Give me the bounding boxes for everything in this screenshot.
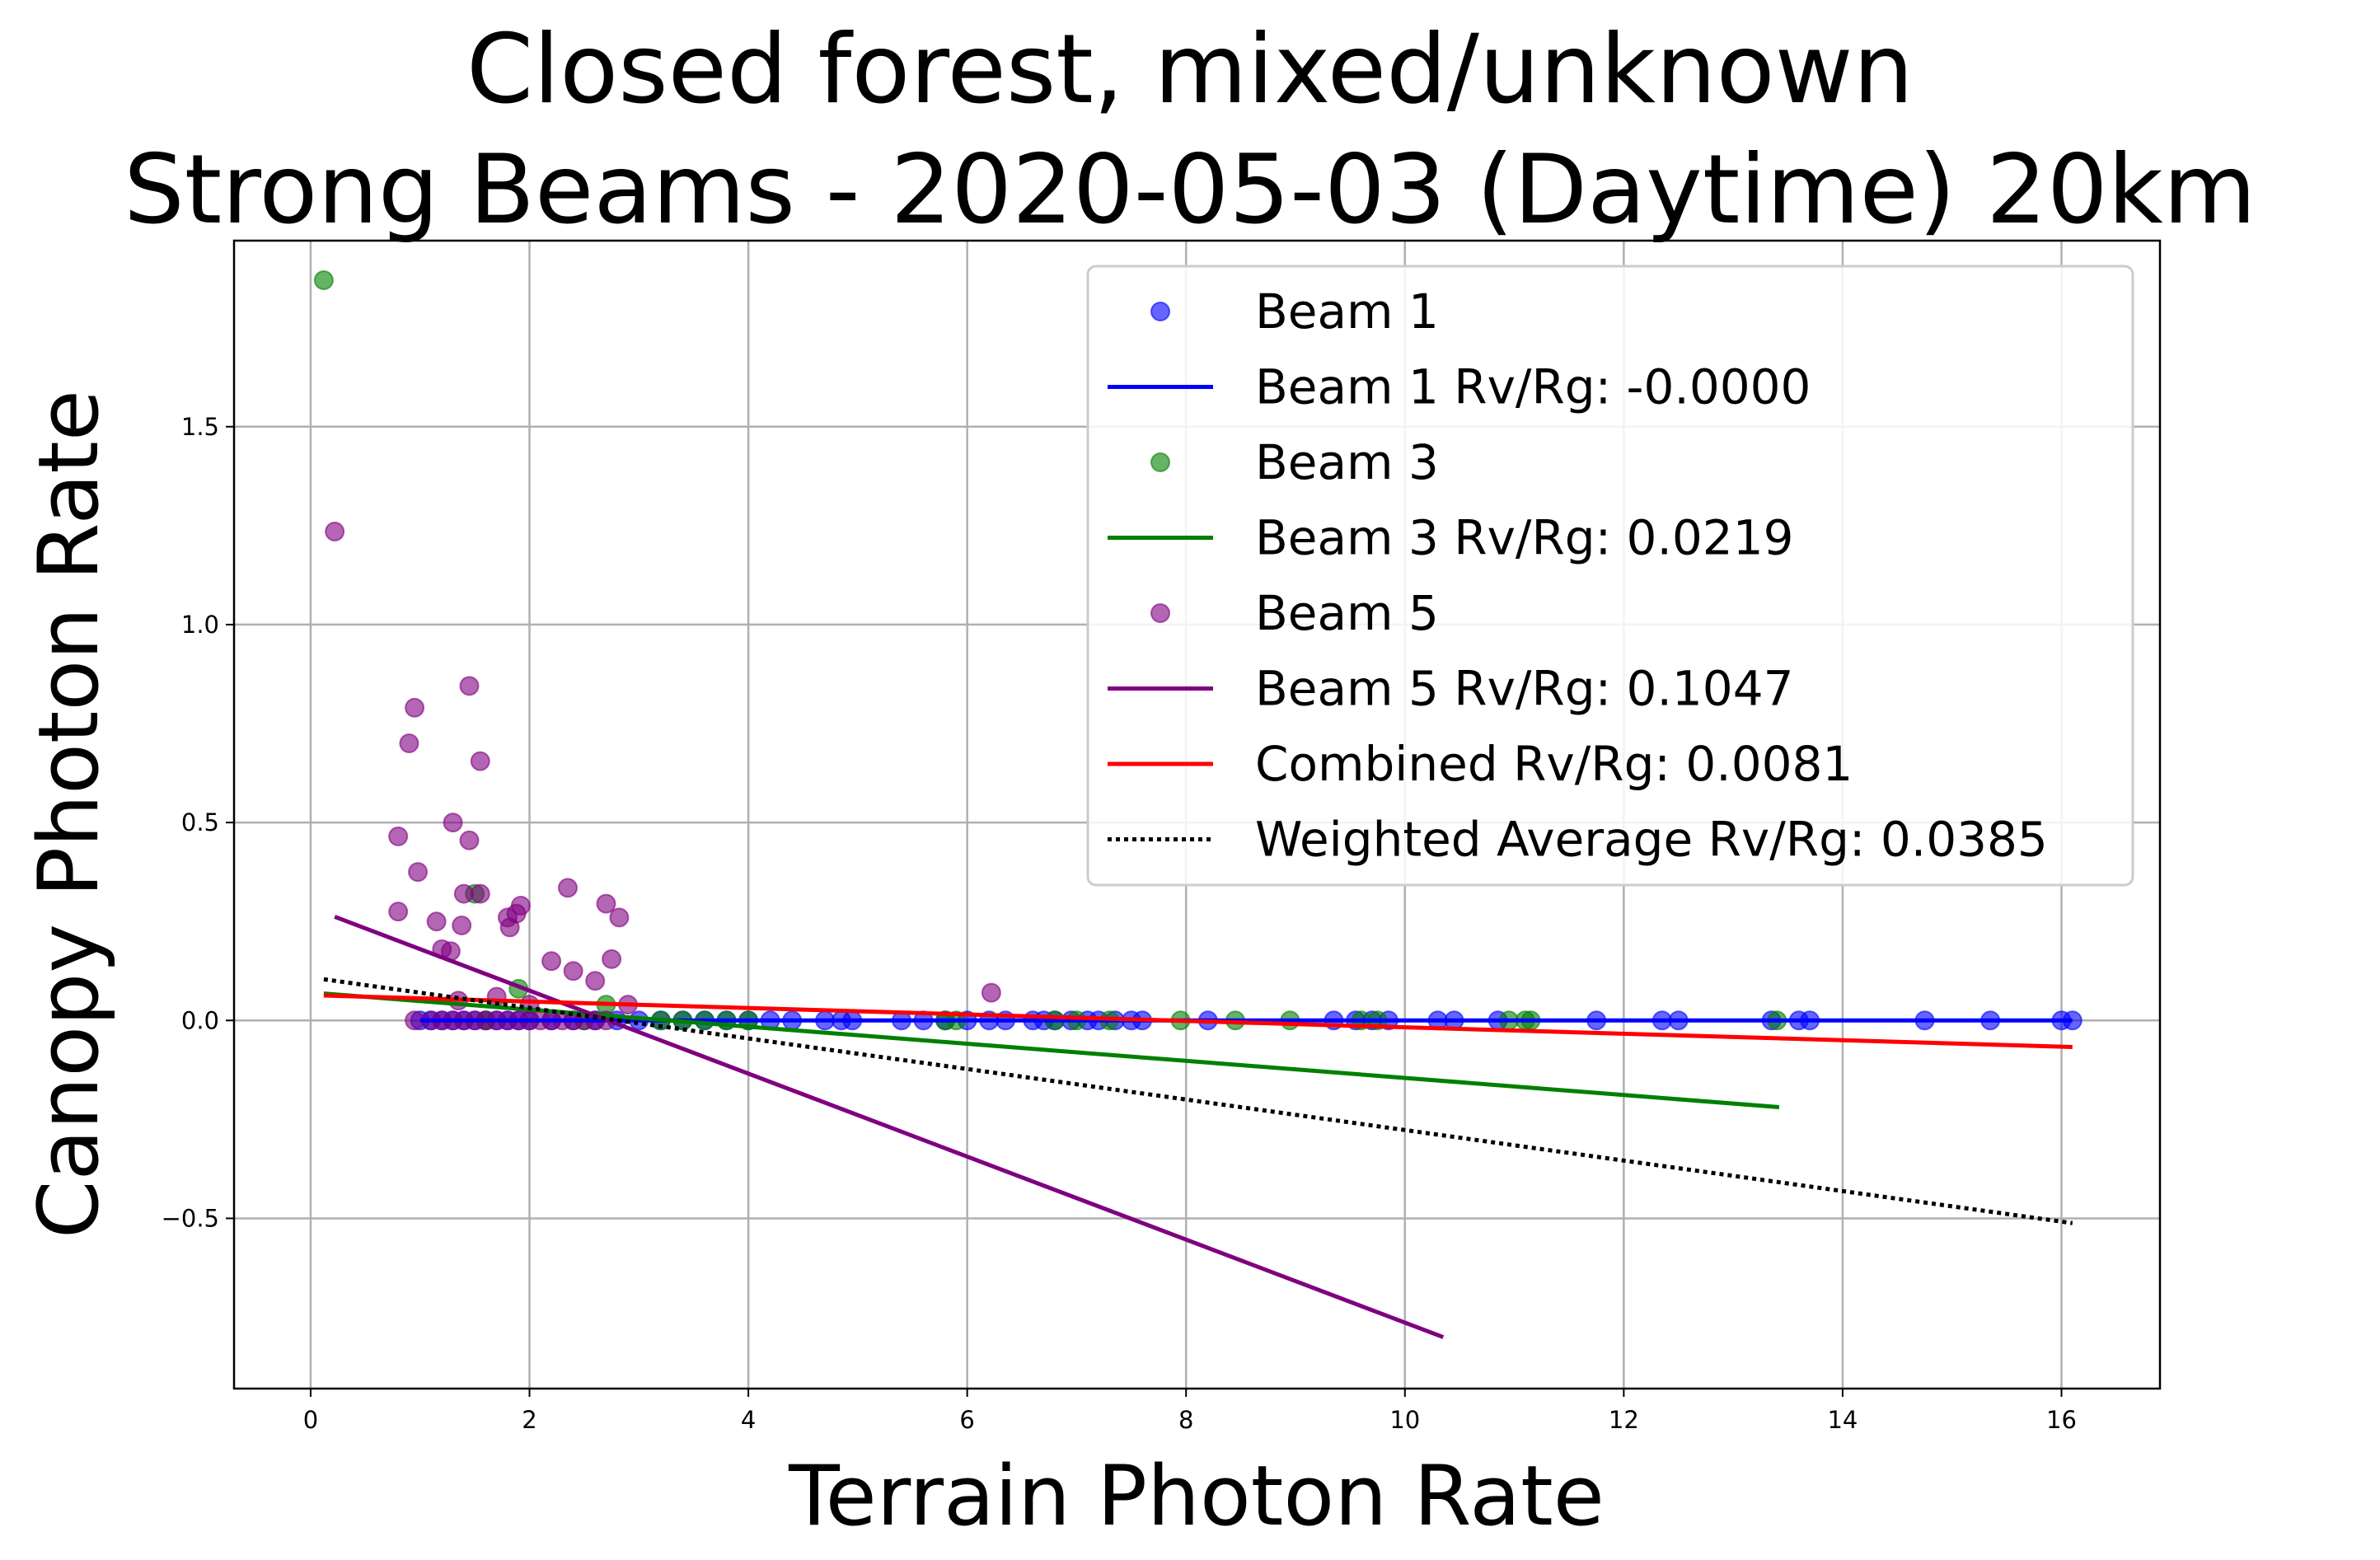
y-tick-label: 0.0 <box>181 1006 219 1034</box>
scatter-point <box>541 951 562 972</box>
scatter-point <box>405 697 425 718</box>
x-tick-label: 4 <box>741 1406 756 1434</box>
x-tick-label: 2 <box>522 1406 536 1434</box>
x-tick-label: 10 <box>1389 1406 1420 1434</box>
scatter-point <box>313 270 334 291</box>
legend-label: Beam 1 Rv/Rg: -0.0000 <box>1255 359 1811 415</box>
beam-5-rv-rg-0-1047-line <box>334 915 1445 1339</box>
scatter-point <box>452 915 472 935</box>
y-tick-label: 0.5 <box>181 808 219 836</box>
y-tick-label: −0.5 <box>162 1204 219 1232</box>
legend-label: Beam 1 <box>1255 283 1439 340</box>
scatter-point <box>388 826 409 846</box>
legend-label: Beam 5 Rv/Rg: 0.1047 <box>1255 661 1794 717</box>
scatter-point <box>426 911 447 932</box>
plot-frame <box>232 239 2162 1390</box>
chart-subtitle: Strong Beams - 2020-05-03 (Daytime) 20km <box>124 134 2256 246</box>
x-axis-label: Terrain Photon Rate <box>788 1447 1605 1544</box>
beam-5-points <box>325 522 1001 1031</box>
scatter-point <box>470 751 490 771</box>
x-tick-label: 8 <box>1178 1406 1193 1434</box>
x-tick-label: 0 <box>303 1406 318 1434</box>
scatter-point <box>510 895 531 916</box>
legend-label: Beam 3 Rv/Rg: 0.0219 <box>1255 510 1794 566</box>
x-tick-label: 12 <box>1609 1406 1639 1434</box>
legend-label: Weighted Average Rv/Rg: 0.0385 <box>1255 812 2048 868</box>
legend-label: Beam 3 <box>1255 434 1439 490</box>
scatter-point <box>459 830 480 850</box>
scatter-point <box>453 883 474 904</box>
chart-title: Closed forest, mixed/unknown <box>466 14 1914 125</box>
beam-3-rv-rg-0-0219-line <box>323 991 1780 1109</box>
legend: Beam 1 Beam 1 Rv/Rg: -0.0000 Beam 3 Beam 3 … <box>1086 265 2134 887</box>
scatter-point <box>596 893 616 914</box>
scatter-point <box>325 522 345 542</box>
y-axis-label: Canopy Photon Rate <box>20 390 117 1239</box>
axis-ticks: 0 2 4 6 8 10 12 14 16 −0.5 0.0 0.5 1.0 1.5 <box>162 413 2077 1434</box>
scatter-point <box>602 949 622 969</box>
scatter-point <box>470 883 490 904</box>
y-tick-label: 1.0 <box>181 611 219 639</box>
legend-marker <box>1150 452 1170 472</box>
legend-marker <box>1150 302 1170 321</box>
scatter-point <box>399 733 419 754</box>
scatter-point <box>981 982 1001 1003</box>
y-tick-label: 1.5 <box>181 413 219 441</box>
weighted-average-rv-rg-0-0385-line <box>323 977 2073 1225</box>
legend-box <box>1086 265 2134 887</box>
scatter-point <box>408 862 429 883</box>
x-tick-label: 6 <box>959 1406 974 1434</box>
scatter-point <box>459 676 480 696</box>
plot-data <box>313 270 2082 1339</box>
scatter-point <box>609 907 630 928</box>
scatter-point <box>443 813 463 833</box>
legend-marker <box>1150 603 1170 623</box>
scatter-point <box>557 878 578 898</box>
scatter-point <box>585 971 606 991</box>
x-tick-label: 16 <box>2046 1406 2077 1434</box>
combined-rv-rg-0-0081-line <box>323 993 2073 1049</box>
scatter-point <box>388 902 409 922</box>
legend-label: Combined Rv/Rg: 0.0081 <box>1255 736 1853 792</box>
legend-label: Beam 5 <box>1255 585 1439 641</box>
scatter-point <box>563 961 583 981</box>
x-tick-label: 14 <box>1827 1406 1858 1434</box>
